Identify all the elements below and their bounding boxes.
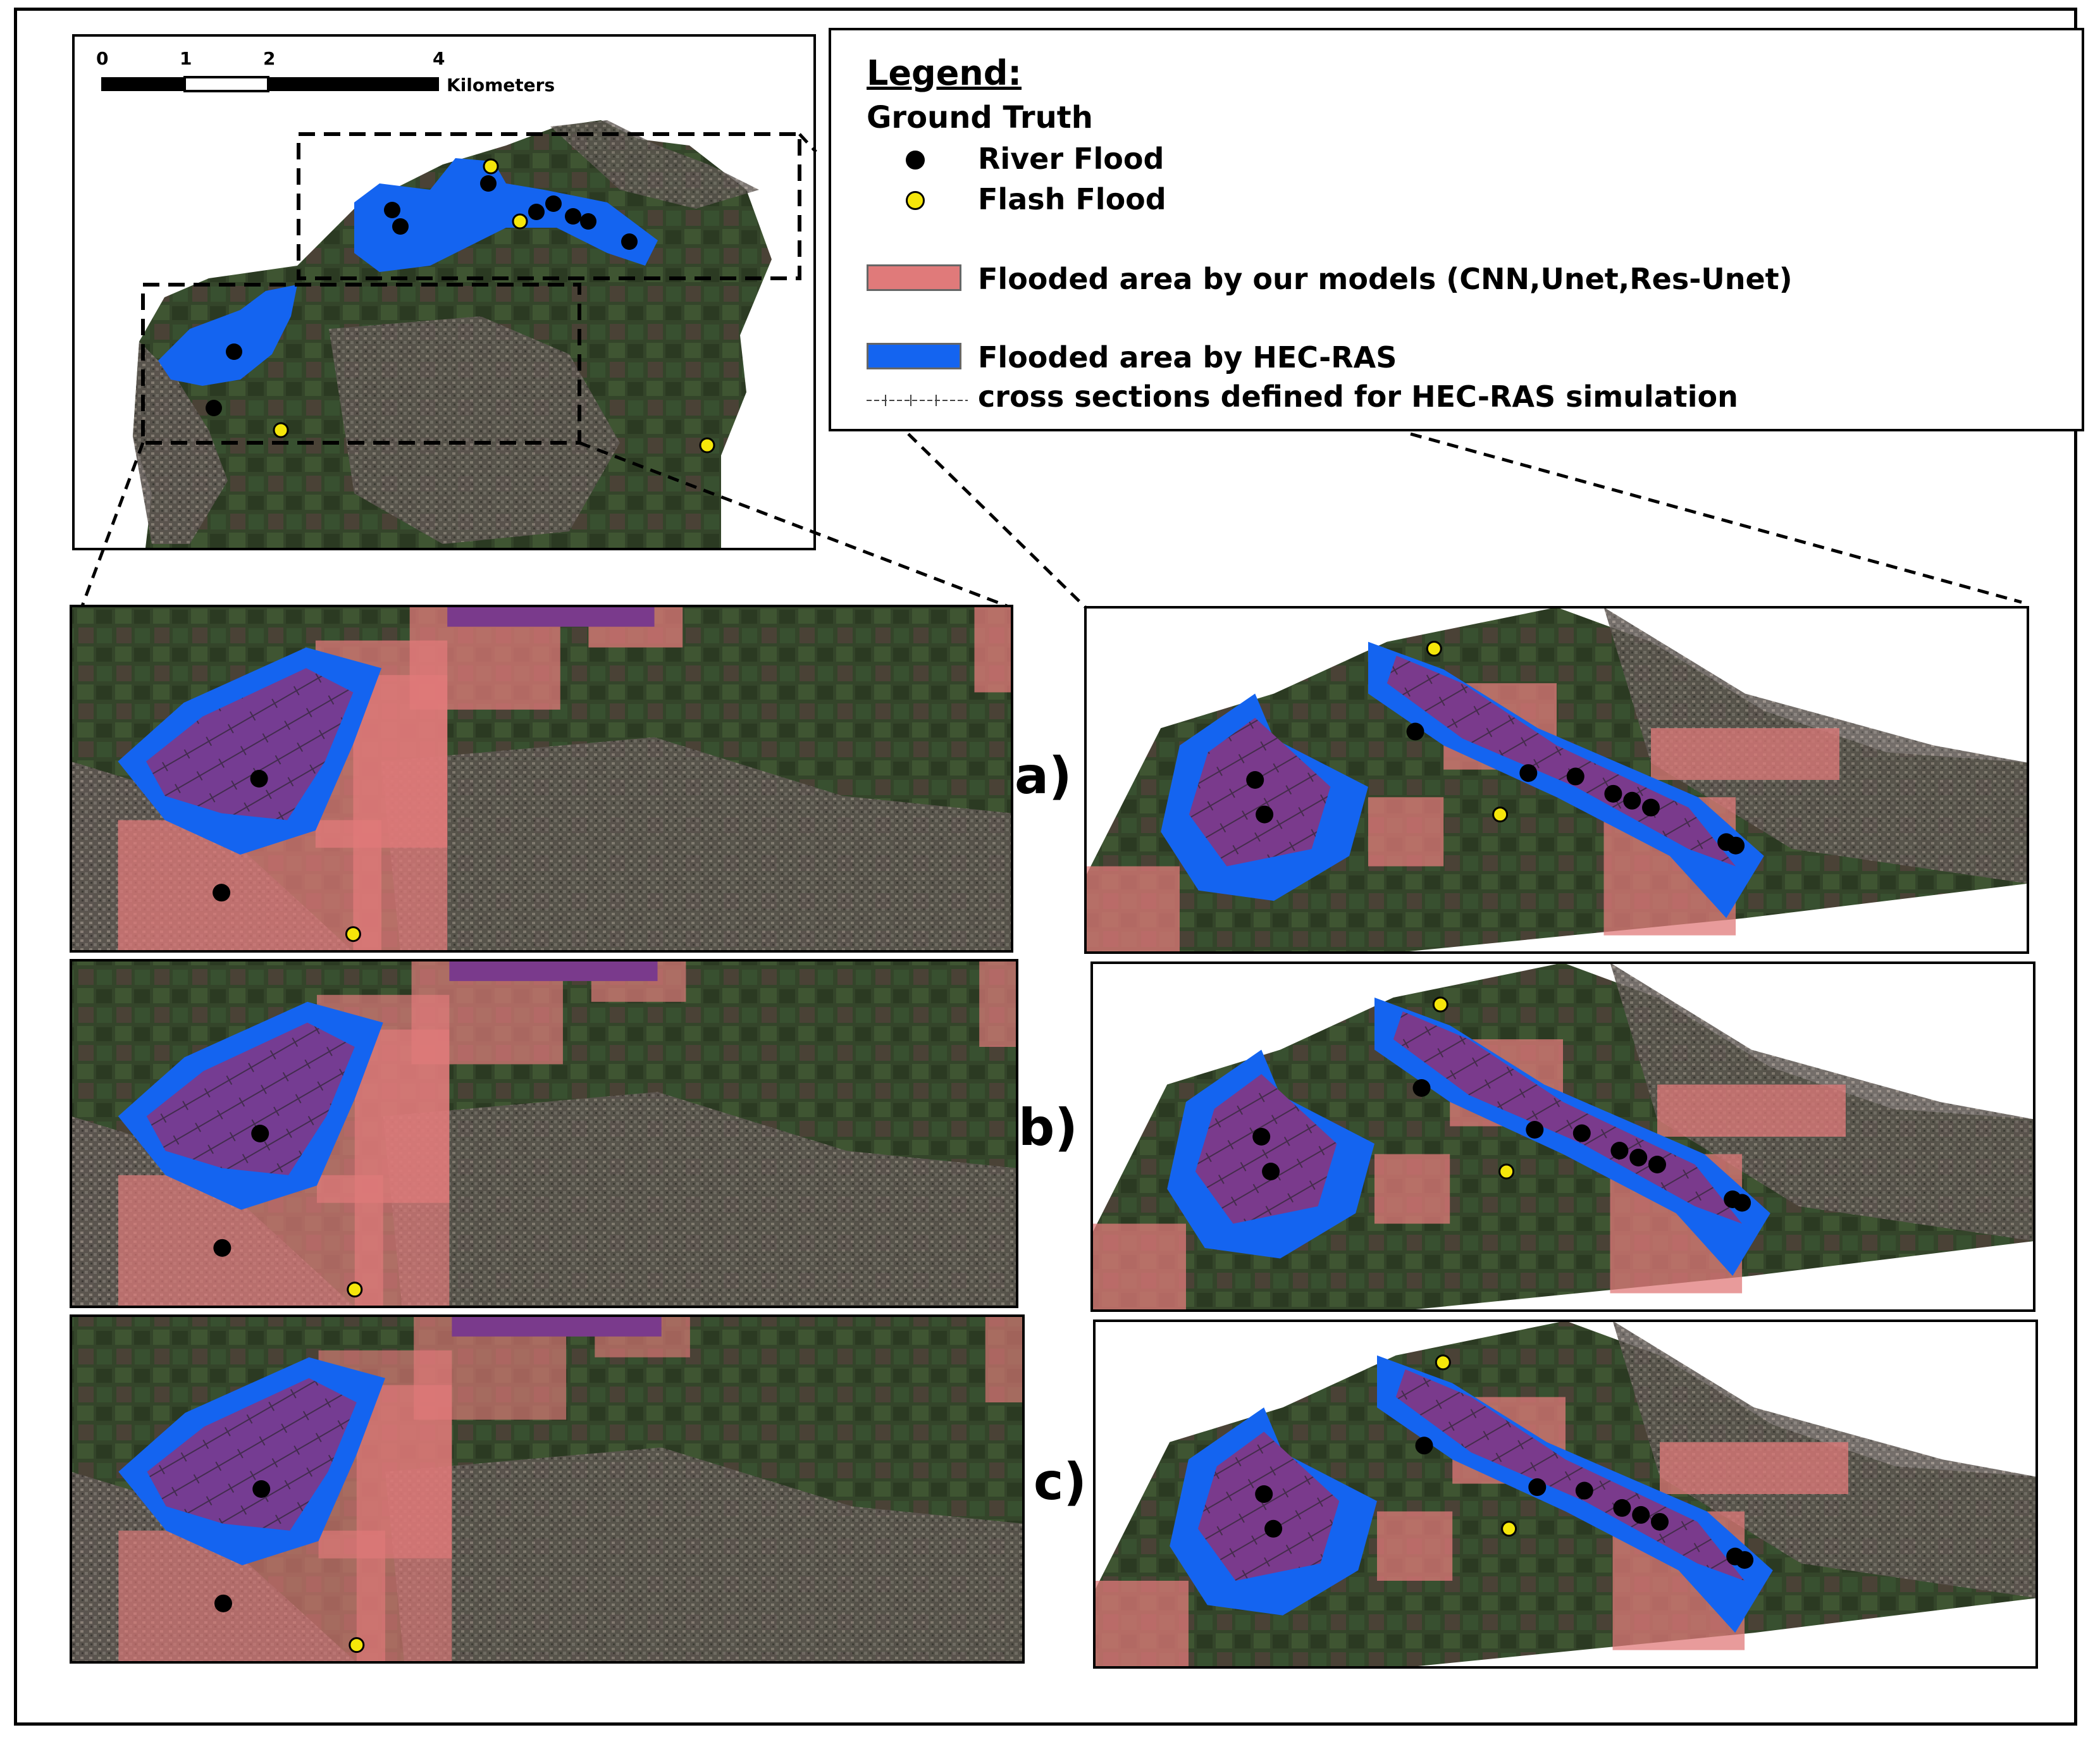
left-panel-b bbox=[71, 960, 1017, 1307]
panel-label-b: b) bbox=[1018, 1098, 1078, 1157]
overview-zoom-box-right bbox=[297, 132, 801, 280]
overview-ground-truth bbox=[206, 158, 715, 454]
legend-river-flood: River Flood bbox=[978, 142, 1164, 176]
zoom-connector-lines bbox=[80, 133, 2022, 609]
legend-flash-flood: Flash Flood bbox=[978, 182, 1166, 216]
scale-tick-0: 0 bbox=[96, 48, 109, 69]
figure-frame bbox=[14, 8, 2077, 1726]
overview-satellite bbox=[133, 120, 772, 548]
scale-tick-1: 1 bbox=[180, 48, 192, 69]
legend-title: Legend: bbox=[867, 53, 1022, 93]
model-flood-swatch bbox=[867, 264, 961, 291]
right-panel-a bbox=[1085, 607, 2028, 953]
right-panel-c bbox=[1094, 1321, 2037, 1667]
legend-cross-sections: cross sections defined for HEC-RAS simul… bbox=[978, 380, 1738, 414]
panel-label-a: a) bbox=[1015, 746, 1072, 805]
scale-tick-2: 2 bbox=[263, 48, 276, 69]
scale-tick-4: 4 bbox=[433, 48, 445, 69]
right-panel-b bbox=[1092, 963, 2034, 1311]
overview-zoom-box-left bbox=[141, 283, 581, 445]
legend-hecras-flood: Flooded area by HEC-RAS bbox=[978, 340, 1397, 374]
cross-section-line-icon bbox=[867, 395, 968, 406]
flash-flood-dot-icon bbox=[906, 191, 925, 210]
scale-unit: Kilometers bbox=[447, 75, 555, 96]
legend: Legend: Ground Truth River Flood Flash F… bbox=[829, 28, 2084, 431]
river-flood-dot-icon bbox=[906, 151, 925, 170]
legend-model-flood: Flooded area by our models (CNN,Unet,Res… bbox=[978, 262, 1793, 296]
left-panel-a bbox=[71, 606, 1012, 951]
legend-subtitle: Ground Truth bbox=[867, 100, 1093, 135]
panel-label-c: c) bbox=[1034, 1452, 1087, 1511]
left-panel-c bbox=[71, 1316, 1023, 1662]
scale-bar bbox=[101, 76, 439, 92]
hecras-flood-swatch bbox=[867, 343, 961, 369]
